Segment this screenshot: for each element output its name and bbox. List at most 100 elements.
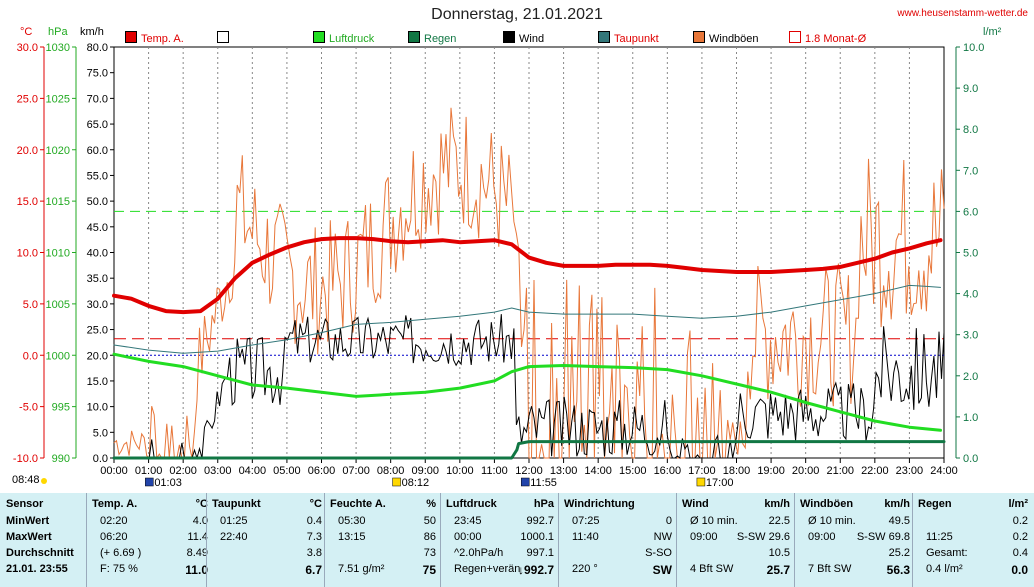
stats-table: Sensor MinWert MaxWert Durchschnitt 21.0… xyxy=(0,493,1034,587)
temp-tick-label: 5.0 xyxy=(23,299,38,311)
legend-item-rain: Regen xyxy=(408,31,456,45)
cell-wind-value: 25.7 xyxy=(766,563,790,577)
col-hum-unit: % xyxy=(426,498,436,510)
legend-item-blank xyxy=(217,31,233,45)
time-marker-label: 17:00 xyxy=(706,477,734,489)
speed-tick-label: 50.0 xyxy=(87,196,108,208)
speed-tick-label: 75.0 xyxy=(87,68,108,80)
cell-dew-value: 7.3 xyxy=(306,531,322,543)
cell-dir-value: NW xyxy=(653,531,672,543)
speed-tick-label: 40.0 xyxy=(87,248,108,260)
cell-rain-value: 0.0 xyxy=(1011,563,1028,577)
col-separator xyxy=(794,493,795,587)
col-dir-head: Windrichtung xyxy=(564,498,635,510)
legend-item-gusts: Windböen xyxy=(693,31,759,45)
temp-tick-label: 0.0 xyxy=(23,350,38,362)
col-temp-unit: °C xyxy=(195,498,208,510)
cell-temp-label: (+ 6.69 ) xyxy=(100,547,142,559)
speed-tick-label: 35.0 xyxy=(87,273,108,285)
cell-gust-value: 49.5 xyxy=(888,515,910,527)
chart-title: Donnerstag, 21.01.2021 xyxy=(431,6,603,23)
x-tick-label: 14:00 xyxy=(584,465,612,477)
rain-tick-label: 6.0 xyxy=(963,206,978,218)
cell-press-label: Regen+verän xyxy=(454,563,521,575)
legend-item-pressure: Luftdruck xyxy=(313,31,374,45)
cell-gust-label: 7 Bft SW xyxy=(808,563,852,575)
cell-rain-value: 0.2 xyxy=(1012,515,1028,527)
col-temp-head: Temp. A. xyxy=(92,498,138,510)
time-marker-icon xyxy=(520,477,530,487)
site-link[interactable]: www.heusenstamm-wetter.de xyxy=(897,8,1028,19)
cell-gust-value: 25.2 xyxy=(888,547,910,559)
pressure-tick-label: 1015 xyxy=(46,196,70,208)
legend-swatch-gusts xyxy=(693,31,705,43)
x-tick-label: 06:00 xyxy=(308,465,336,477)
x-tick-label: 04:00 xyxy=(239,465,267,477)
legend-item-temp: Temp. A. xyxy=(125,31,184,45)
rain-tick-label: 7.0 xyxy=(963,165,978,177)
time-marker-label: 08:12 xyxy=(402,477,430,489)
col-rain: Regen l/m² 0.2 11:25 0.2 Gesamt: 0.4 0.4 l/m² 0.… xyxy=(918,493,1028,587)
x-tick-label: 02:00 xyxy=(169,465,197,477)
col-separator xyxy=(324,493,325,587)
temp-tick-label: 25.0 xyxy=(17,93,38,105)
speed-tick-label: 5.0 xyxy=(93,427,108,439)
x-tick-label: 01:00 xyxy=(135,465,163,477)
legend-swatch-pressure xyxy=(313,31,325,43)
col-rain-unit: l/m² xyxy=(1008,498,1028,510)
col-wind-unit: km/h xyxy=(764,498,790,510)
series-luftdruck xyxy=(112,352,942,432)
speed-axis-unit: km/h xyxy=(80,26,104,38)
legend-label-wind: Wind xyxy=(519,33,545,45)
pressure-tick-label: 990 xyxy=(52,453,70,465)
x-tick-label: 21:00 xyxy=(826,465,854,477)
col-sensor: Sensor MinWert MaxWert Durchschnitt 21.0… xyxy=(6,493,88,587)
cell-press-value: 997.1 xyxy=(526,547,554,559)
x-tick-label: 20:00 xyxy=(792,465,820,477)
col-separator xyxy=(206,493,207,587)
temp-tick-label: 20.0 xyxy=(17,145,38,157)
x-tick-label: 18:00 xyxy=(723,465,751,477)
cell-dir-value: SW xyxy=(652,563,672,577)
speed-tick-label: 45.0 xyxy=(87,222,108,234)
cell-hum-label: 13:15 xyxy=(338,531,366,543)
col-wind: Wind km/h Ø 10 min. 22.5 09:00 S-SW 29.6 10.5 4… xyxy=(682,493,790,587)
col-dew-head: Taupunkt xyxy=(212,498,261,510)
rain-tick-label: 2.0 xyxy=(963,371,978,383)
time-marker-label: 11:55 xyxy=(530,477,557,489)
legend-item-monthavg: 1.8 Monat-Ø xyxy=(789,31,866,45)
col-press-unit: hPa xyxy=(533,498,554,510)
rain-tick-label: 1.0 xyxy=(963,412,978,424)
col-dew-unit: °C xyxy=(309,498,322,510)
x-tick-label: 00:00 xyxy=(100,465,128,477)
col-dew: Taupunkt °C 01:25 0.4 22:40 7.3 3.8 6.7 xyxy=(212,493,322,587)
temp-tick-label: 15.0 xyxy=(17,196,38,208)
cell-press-label: 23:45 xyxy=(454,515,482,527)
cell-dew-value: 6.7 xyxy=(305,563,322,577)
col-temp: Temp. A. °C 02:20 4.0 06:20 11.4 (+ 6.69 ) 8.49… xyxy=(92,493,208,587)
rain-tick-label: 9.0 xyxy=(963,83,978,95)
rain-tick-label: 8.0 xyxy=(963,124,978,136)
speed-tick-label: 60.0 xyxy=(87,145,108,157)
cell-temp-label: 06:20 xyxy=(100,531,128,543)
legend-swatch-blank xyxy=(217,31,229,43)
cell-rain-label: Gesamt: xyxy=(926,547,968,559)
x-tick-label: 24:00 xyxy=(930,465,958,477)
legend-label-gusts: Windböen xyxy=(709,33,759,45)
pressure-tick-label: 1010 xyxy=(46,248,70,260)
legend-swatch-dewpoint xyxy=(598,31,610,43)
x-tick-label: 12:00 xyxy=(515,465,543,477)
legend-item-wind: Wind xyxy=(503,31,544,45)
x-tick-label: 13:00 xyxy=(550,465,578,477)
rain-tick-label: 4.0 xyxy=(963,289,978,301)
pressure-tick-label: 995 xyxy=(52,402,70,414)
cell-wind-label: 09:00 xyxy=(690,531,718,543)
cell-hum-label: 7.51 g/m² xyxy=(338,563,385,575)
cell-rain-label: 0.4 l/m² xyxy=(926,563,963,575)
time-marker-icon xyxy=(696,477,706,487)
cell-dew-value: 0.4 xyxy=(306,515,322,527)
temp-tick-label: -10.0 xyxy=(13,453,38,465)
col-dir: Windrichtung 07:25 0 11:40 NW S-SO 220 ° SW xyxy=(564,493,672,587)
temp-tick-label: 10.0 xyxy=(17,248,38,260)
speed-tick-label: 65.0 xyxy=(87,119,108,131)
